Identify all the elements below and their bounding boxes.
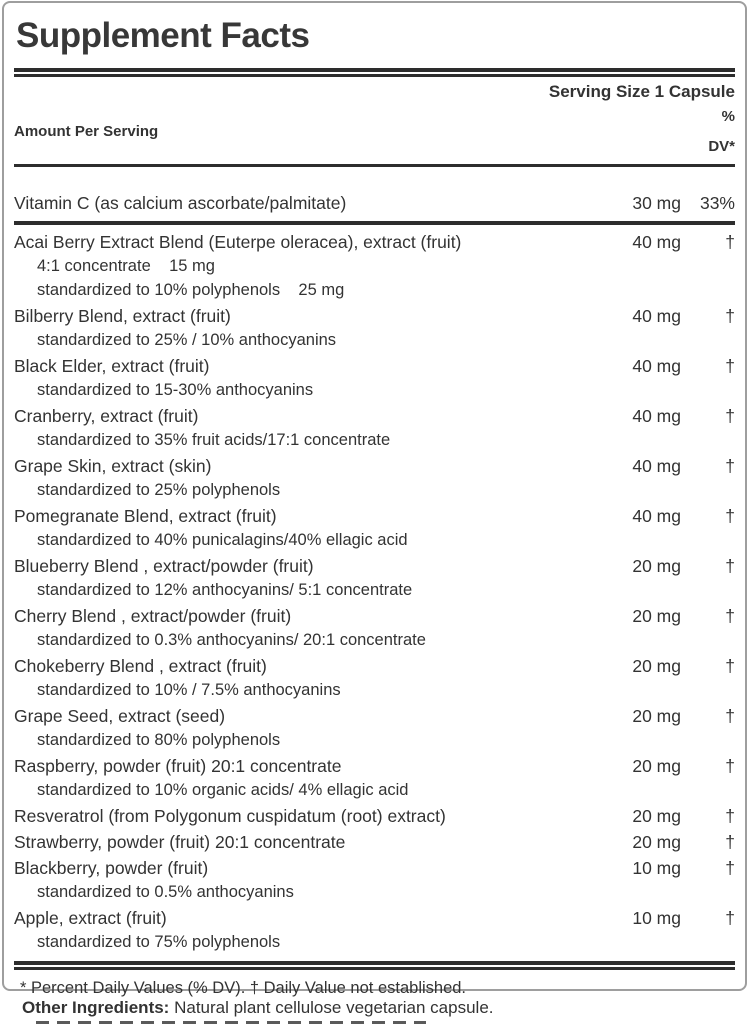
ingredient-amount: 40 mg	[632, 455, 681, 476]
ingredient-row: Acai Berry Extract Blend (Euterpe olerac…	[14, 233, 735, 251]
ingredient-name: Acai Berry Extract Blend (Euterpe olerac…	[14, 231, 462, 252]
ingredient-sub-line: standardized to 35% fruit acids/17:1 con…	[37, 430, 391, 449]
ingredient-amount: 40 mg	[632, 305, 681, 326]
ingredient-dv: †	[725, 355, 735, 376]
ingredient-amount: 30 mg	[632, 192, 681, 213]
ingredient-sub-line: standardized to 80% polyphenols	[37, 730, 281, 749]
ingredient-name: Grape Seed, extract (seed)	[14, 705, 226, 726]
vitamin-divider	[14, 220, 735, 225]
ingredient-dv: †	[725, 655, 735, 676]
ingredient-list: Acai Berry Extract Blend (Euterpe olerac…	[14, 233, 735, 951]
ingredient-dv: †	[725, 805, 735, 826]
ingredient-sub-line: standardized to 25% polyphenols	[37, 480, 281, 499]
ingredient-name: Resveratrol (from Polygonum cuspidatum (…	[14, 805, 446, 826]
vitamin-c-row: Vitamin C (as calcium ascorbate/palmitat…	[14, 193, 735, 213]
ingredient-dv: †	[725, 505, 735, 526]
ingredient-sub-line: standardized to 40% punicalagins/40% ell…	[37, 530, 408, 549]
header-divider	[14, 163, 735, 167]
ingredient-row: Apple, extract (fruit) 10 mg †	[14, 909, 735, 927]
ingredient-row: Chokeberry Blend , extract (fruit) 20 mg…	[14, 657, 735, 675]
ingredient-name: Cranberry, extract (fruit)	[14, 405, 199, 426]
supplement-facts-panel: Supplement Facts Serving Size 1 Capsule …	[2, 1, 747, 997]
ingredient-row: Blackberry, powder (fruit) 10 mg †	[14, 859, 735, 877]
panel-title: Supplement Facts	[16, 16, 310, 55]
ingredient-amount: 20 mg	[632, 805, 681, 826]
other-ingredients: Other Ingredients: Natural plant cellulo…	[22, 998, 494, 1018]
ingredient-row: Blueberry Blend , extract/powder (fruit)…	[14, 557, 735, 575]
ingredient-amount: 40 mg	[632, 231, 681, 252]
ingredient-name: Chokeberry Blend , extract (fruit)	[14, 655, 267, 676]
ingredient-dv: †	[725, 405, 735, 426]
ingredient-dv: †	[725, 831, 735, 852]
cutoff-text-line	[36, 1021, 426, 1024]
ingredient-sub-line: standardized to 75% polyphenols	[37, 932, 281, 951]
ingredient-row: Black Elder, extract (fruit) 40 mg †	[14, 357, 735, 375]
ingredient-dv: †	[725, 605, 735, 626]
ingredient-dv: †	[725, 755, 735, 776]
ingredient-dv: †	[725, 305, 735, 326]
ingredient-amount: 40 mg	[632, 355, 681, 376]
ingredient-sub-line: standardized to 10% polyphenols 25 mg	[37, 280, 345, 299]
ingredient-amount: 20 mg	[632, 705, 681, 726]
ingredient-row: Cherry Blend , extract/powder (fruit) 20…	[14, 607, 735, 625]
serving-size: Serving Size 1 Capsule	[548, 81, 735, 101]
ingredient-amount: 10 mg	[632, 857, 681, 878]
ingredient-sub-line: standardized to 25% / 10% anthocyanins	[37, 330, 337, 349]
ingredient-sub-line: standardized to 12% anthocyanins/ 5:1 co…	[37, 580, 413, 599]
amount-per-serving-header: Amount Per Serving	[14, 123, 159, 140]
ingredient-row: Strawberry, powder (fruit) 20:1 concentr…	[14, 833, 735, 851]
column-header-row: Amount Per Serving % DV*	[14, 102, 735, 164]
ingredient-row: Grape Seed, extract (seed) 20 mg †	[14, 707, 735, 725]
ingredient-sub-line: standardized to 15-30% anthocyanins	[37, 380, 314, 399]
ingredient-sub-line: standardized to 10% / 7.5% anthocyanins	[37, 680, 341, 699]
ingredient-amount: 40 mg	[632, 405, 681, 426]
ingredient-dv: †	[725, 555, 735, 576]
ingredient-amount: 20 mg	[632, 605, 681, 626]
ingredient-name: Grape Skin, extract (skin)	[14, 455, 212, 476]
footnote-divider	[14, 960, 735, 970]
ingredient-sub-line: standardized to 0.3% anthocyanins/ 20:1 …	[37, 630, 426, 649]
ingredient-name: Cherry Blend , extract/powder (fruit)	[14, 605, 292, 626]
ingredient-name: Raspberry, powder (fruit) 20:1 concentra…	[14, 755, 342, 776]
ingredient-dv: †	[725, 705, 735, 726]
ingredient-dv: †	[725, 857, 735, 878]
ingredient-name: Bilberry Blend, extract (fruit)	[14, 305, 231, 326]
ingredient-amount: 40 mg	[632, 505, 681, 526]
ingredient-row: Resveratrol (from Polygonum cuspidatum (…	[14, 807, 735, 825]
ingredient-amount: 10 mg	[632, 907, 681, 928]
title-divider	[14, 67, 735, 77]
ingredient-sub-line: standardized to 10% organic acids/ 4% el…	[37, 780, 409, 799]
other-ingredients-label: Other Ingredients:	[22, 998, 170, 1017]
ingredient-amount: 20 mg	[632, 655, 681, 676]
ingredient-name: Pomegranate Blend, extract (fruit)	[14, 505, 277, 526]
daily-value-footnote: * Percent Daily Values (% DV). † Daily V…	[20, 978, 467, 997]
ingredient-dv: †	[725, 455, 735, 476]
ingredient-amount: 20 mg	[632, 831, 681, 852]
ingredient-row: Cranberry, extract (fruit) 40 mg †	[14, 407, 735, 425]
ingredient-name: Strawberry, powder (fruit) 20:1 concentr…	[14, 831, 346, 852]
ingredient-amount: 20 mg	[632, 555, 681, 576]
ingredient-name: Apple, extract (fruit)	[14, 907, 167, 928]
ingredient-sub-line: standardized to 0.5% anthocyanins	[37, 882, 294, 901]
ingredient-row: Bilberry Blend, extract (fruit) 40 mg †	[14, 307, 735, 325]
ingredient-row: Grape Skin, extract (skin) 40 mg †	[14, 457, 735, 475]
ingredient-name: Blueberry Blend , extract/powder (fruit)	[14, 555, 314, 576]
ingredient-row: Raspberry, powder (fruit) 20:1 concentra…	[14, 757, 735, 775]
percent-dv-header: % DV*	[708, 102, 735, 162]
ingredient-dv: 33%	[699, 192, 735, 213]
ingredient-name: Blackberry, powder (fruit)	[14, 857, 209, 878]
ingredient-amount: 20 mg	[632, 755, 681, 776]
ingredient-dv: †	[725, 231, 735, 252]
other-ingredients-text: Natural plant cellulose vegetarian capsu…	[169, 998, 494, 1017]
ingredient-dv: †	[725, 907, 735, 928]
percent-dv-header-line2: DV*	[708, 137, 735, 155]
ingredient-name: Black Elder, extract (fruit)	[14, 355, 210, 376]
percent-dv-header-line1: %	[721, 107, 735, 125]
ingredient-row: Pomegranate Blend, extract (fruit) 40 mg…	[14, 507, 735, 525]
ingredient-name: Vitamin C (as calcium ascorbate/palmitat…	[14, 192, 347, 213]
ingredient-sub-line: 4:1 concentrate 15 mg	[37, 256, 215, 275]
